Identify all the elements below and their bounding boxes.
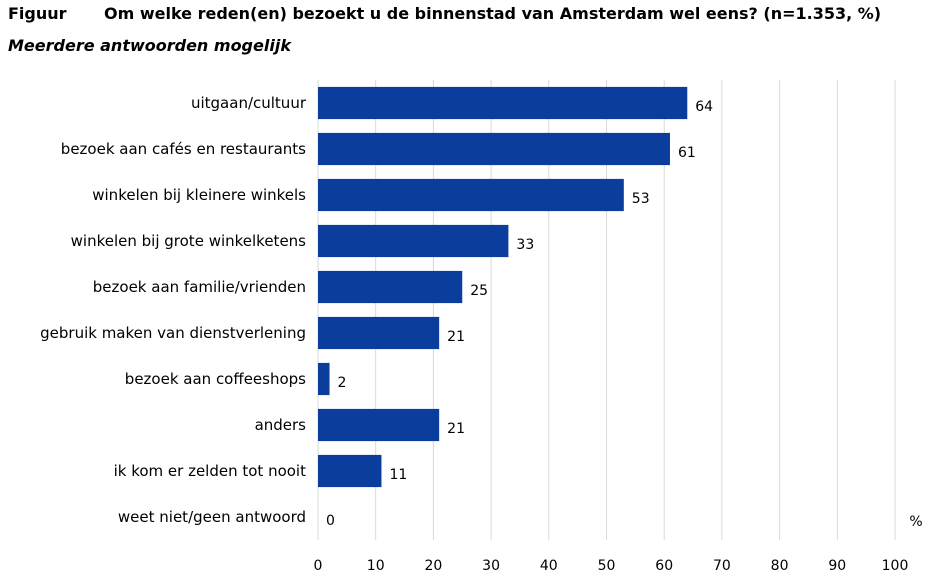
figure-label: Figuur xyxy=(8,4,67,23)
value-label: 64 xyxy=(695,99,713,115)
x-tick-label: 80 xyxy=(771,558,789,574)
value-label: 21 xyxy=(447,329,465,345)
value-labels: 64 61 53 33 25 21 2 21 11 0 xyxy=(326,99,713,529)
x-axis-ticks: 0 10 20 30 40 50 60 70 80 90 100 xyxy=(314,558,909,574)
chart-header: Figuur Om welke reden(en) bezoekt u de bi… xyxy=(8,4,881,23)
x-tick-label: 90 xyxy=(828,558,846,574)
x-tick-label: 60 xyxy=(655,558,673,574)
value-label: 21 xyxy=(447,421,465,437)
value-label: 53 xyxy=(632,191,650,207)
value-label: 25 xyxy=(470,283,488,299)
bars xyxy=(318,86,688,488)
chart-subtitle: Meerdere antwoorden mogelijk xyxy=(8,36,291,55)
category-label: anders xyxy=(255,416,307,434)
x-axis-unit: % xyxy=(909,514,922,530)
chart-title: Om welke reden(en) bezoekt u de binnenst… xyxy=(104,4,882,23)
value-label: 0 xyxy=(326,513,335,529)
x-tick-label: 0 xyxy=(314,558,323,574)
x-tick-label: 70 xyxy=(713,558,731,574)
bar xyxy=(318,408,440,442)
x-tick-label: 40 xyxy=(540,558,558,574)
category-label: winkelen bij grote winkelketens xyxy=(71,232,307,250)
category-label: bezoek aan familie/vrienden xyxy=(93,278,306,296)
x-tick-label: 100 xyxy=(882,558,909,574)
category-label: ik kom er zelden tot nooit xyxy=(114,462,307,480)
bar xyxy=(318,178,624,212)
category-label: uitgaan/cultuur xyxy=(191,94,307,112)
value-label: 33 xyxy=(516,237,534,253)
x-tick-label: 20 xyxy=(424,558,442,574)
bar xyxy=(318,362,330,396)
value-label: 61 xyxy=(678,145,696,161)
value-label: 11 xyxy=(389,467,407,483)
x-tick-label: 10 xyxy=(367,558,385,574)
bar xyxy=(318,270,463,304)
bar xyxy=(318,132,670,166)
value-label: 2 xyxy=(338,375,347,391)
bar xyxy=(318,454,382,488)
bar xyxy=(318,224,509,258)
bar xyxy=(318,316,440,350)
category-label: bezoek aan cafés en restaurants xyxy=(61,140,306,158)
category-label: winkelen bij kleinere winkels xyxy=(92,186,306,204)
bar xyxy=(318,86,688,120)
category-label: weet niet/geen antwoord xyxy=(118,508,306,526)
x-tick-label: 50 xyxy=(598,558,616,574)
category-labels: uitgaan/cultuur bezoek aan cafés en resta… xyxy=(40,94,307,526)
category-label: bezoek aan coffeeshops xyxy=(125,370,306,388)
x-tick-label: 30 xyxy=(482,558,500,574)
category-label: gebruik maken van dienstverlening xyxy=(40,324,306,342)
